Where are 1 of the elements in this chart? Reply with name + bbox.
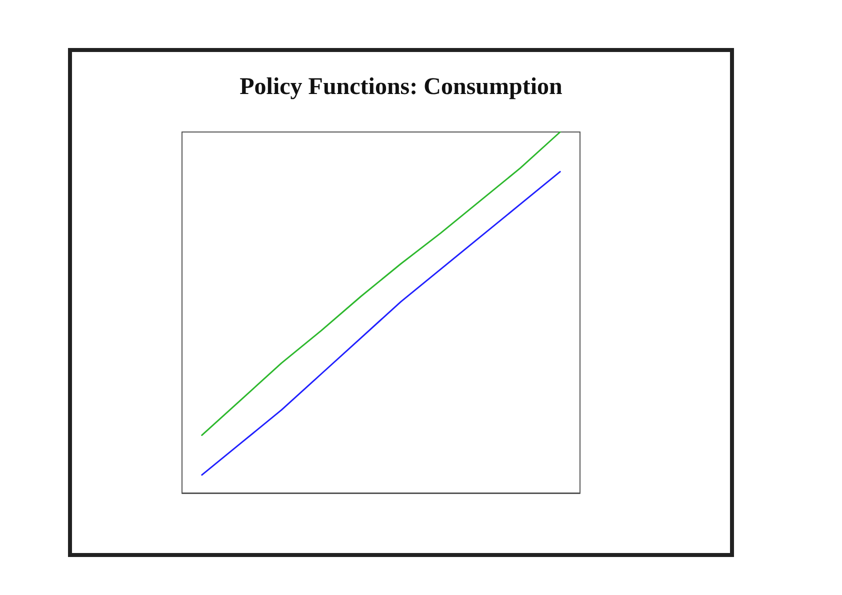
chart-title: Policy Functions: Consumption bbox=[240, 74, 562, 100]
